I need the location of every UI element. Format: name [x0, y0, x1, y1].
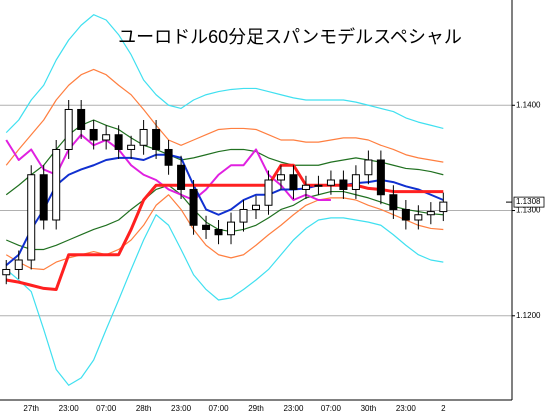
candle-body — [264, 179, 273, 206]
x-tick-label: 23:00 — [171, 404, 192, 413]
candle-body — [326, 179, 335, 186]
last-price-box — [513, 196, 545, 208]
candle-body — [301, 184, 310, 190]
candle-body — [64, 108, 73, 150]
candle-body — [239, 208, 248, 223]
candle-body — [127, 144, 136, 150]
indicator-line — [5, 14, 444, 134]
candle-body — [114, 134, 123, 150]
candle-body — [414, 214, 423, 221]
candle-body — [139, 128, 148, 146]
candle-body — [2, 268, 11, 276]
x-tick-label: 23:00 — [283, 404, 304, 413]
candle-body — [389, 194, 398, 210]
y-tick-label: 1.1200 — [516, 311, 541, 320]
candle-body — [189, 188, 198, 226]
candle-body — [289, 174, 298, 190]
indicator-line — [5, 153, 444, 267]
candle-body — [401, 208, 410, 221]
x-tick-label: 23:00 — [59, 404, 80, 413]
candle-body — [164, 148, 173, 166]
candle-body — [376, 159, 385, 196]
x-tick-label: 23:00 — [396, 404, 417, 413]
candle-body — [52, 148, 61, 221]
candle-body — [227, 221, 236, 236]
candle-body — [426, 211, 435, 216]
candle-body — [77, 108, 86, 130]
indicator-line — [5, 133, 331, 201]
candle-body — [27, 174, 36, 261]
indicator-line — [5, 214, 444, 386]
x-tick-label: 30th — [361, 404, 377, 413]
candle-body — [351, 174, 360, 190]
indicator-line — [5, 68, 444, 166]
candle-body — [214, 228, 223, 236]
y-tick-label: 1.1400 — [516, 100, 541, 109]
candle-body — [439, 201, 448, 213]
candle-body — [339, 179, 348, 190]
x-tick-label: 07:00 — [209, 404, 230, 413]
candle-body — [14, 259, 23, 270]
indicator-line — [5, 163, 444, 291]
y-tick-label: 1.1300 — [516, 206, 541, 215]
candle-body — [364, 159, 373, 176]
x-tick-label: 07:00 — [321, 404, 342, 413]
x-tick-label: 29th — [248, 404, 264, 413]
candle-body — [252, 204, 260, 210]
candle-body — [177, 164, 186, 190]
candle-body — [39, 174, 48, 221]
x-tick-label: 28th — [136, 404, 152, 413]
candle-body — [202, 224, 211, 230]
candle-body — [89, 128, 98, 141]
candle-body — [276, 174, 285, 181]
x-tick-label: 07:00 — [96, 404, 117, 413]
candle-body — [314, 184, 323, 187]
x-tick-label: 2 — [441, 404, 446, 413]
last-price-label: 1.1308 — [516, 197, 541, 206]
indicator-line — [6, 184, 444, 251]
candle-body — [102, 134, 111, 141]
candle-body — [152, 128, 161, 150]
chart-title: ユーロドル60分足スパンモデルスペシャル — [118, 27, 462, 47]
x-tick-label: 27th — [23, 404, 39, 413]
